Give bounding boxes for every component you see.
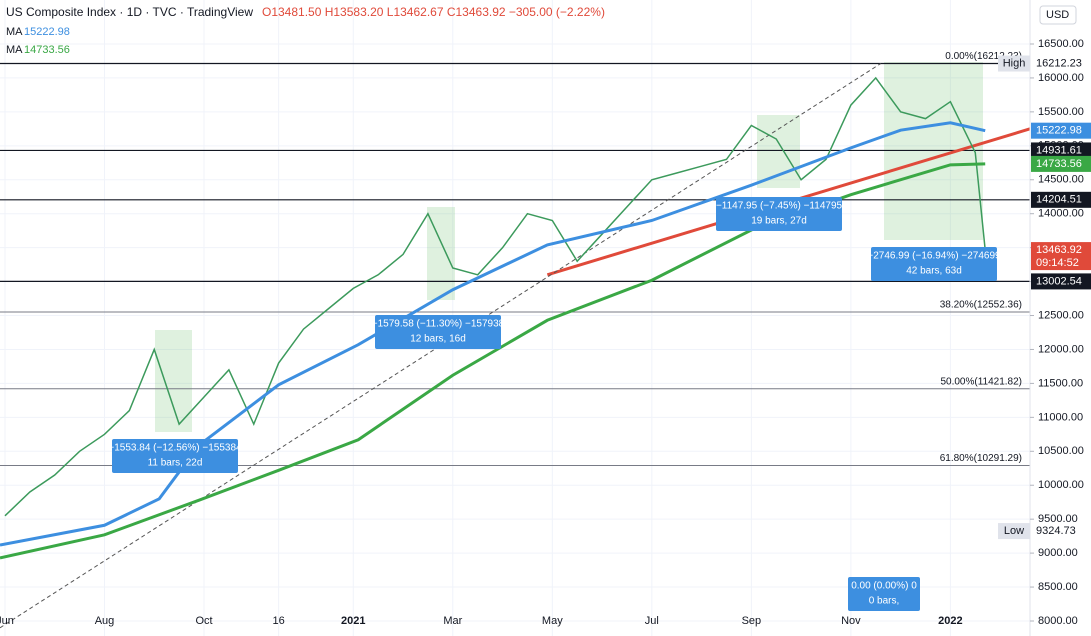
y-tick-label: 16000.00 bbox=[1038, 72, 1084, 84]
y-tick-label: 15500.00 bbox=[1038, 106, 1084, 118]
measure-text: 0.00 (0.00%) 0 bbox=[851, 581, 917, 592]
price-label-box bbox=[1031, 122, 1091, 139]
ma-value: 14733.56 bbox=[24, 44, 70, 56]
price-label: 9324.73 bbox=[1036, 525, 1076, 537]
y-tick-label: 9500.00 bbox=[1038, 513, 1078, 525]
series-line bbox=[0, 121, 986, 547]
measure-sub: 12 bars, 16d bbox=[410, 334, 466, 345]
tag-text: High bbox=[1003, 57, 1026, 69]
measure-box bbox=[716, 197, 842, 231]
price-label-box bbox=[1031, 242, 1091, 271]
measure-text: −1553.84 (−12.56%) −155384 bbox=[108, 443, 242, 454]
y-tick-label: 16500.00 bbox=[1038, 38, 1084, 50]
price-label-box bbox=[1031, 191, 1091, 208]
price-label: 14733.56 bbox=[1036, 158, 1082, 170]
measure-sub: 0 bars, bbox=[869, 596, 900, 607]
price-label-box bbox=[1031, 142, 1091, 159]
price-label-box bbox=[1031, 523, 1091, 540]
x-tick-label: 16 bbox=[273, 615, 285, 627]
x-tick-label: Mar bbox=[443, 615, 462, 627]
y-tick-label: 11500.00 bbox=[1038, 377, 1083, 389]
price-label: 15222.98 bbox=[1036, 125, 1082, 137]
y-tick-label: 8500.00 bbox=[1038, 581, 1078, 593]
fib-label: 38.20%(12552.36) bbox=[940, 300, 1022, 311]
symbol-title: US Composite Index · 1D · TVC · TradingV… bbox=[6, 5, 253, 19]
currency-button[interactable] bbox=[1039, 5, 1077, 25]
ohlc: O13481.50 H13583.20 L13462.67 C13463.92 … bbox=[262, 5, 605, 19]
ma-label: MA bbox=[6, 44, 23, 56]
measure-text: −1579.58 (−11.30%) −157938 bbox=[372, 319, 505, 330]
measure-text: −1147.95 (−7.45%) −114795 bbox=[716, 201, 843, 212]
tag-box bbox=[998, 55, 1030, 72]
measure-box bbox=[112, 439, 238, 473]
measure-text: −2746.99 (−16.94%) −274699 bbox=[867, 251, 1001, 262]
range-box bbox=[757, 115, 800, 188]
ma-label: MA bbox=[6, 26, 23, 38]
price-scale-labels: 8000.00 8500.00 9000.00 9500.00 10000.00 1050… bbox=[998, 38, 1091, 627]
measure-sub: 11 bars, 22d bbox=[148, 458, 203, 469]
y-tick-label: 8000.00 bbox=[1038, 615, 1078, 627]
price-label: 14931.61 bbox=[1036, 144, 1082, 156]
y-tick-label: 10500.00 bbox=[1038, 445, 1084, 457]
price-label: 13002.54 bbox=[1036, 275, 1082, 287]
x-tick-label: Sep bbox=[742, 615, 762, 627]
x-tick-label: Jul bbox=[645, 615, 659, 627]
price-label-box bbox=[1031, 273, 1091, 290]
measure-sub: 42 bars, 63d bbox=[906, 266, 962, 277]
y-tick-label: 14000.00 bbox=[1038, 208, 1084, 220]
x-tick-label: Oct bbox=[195, 615, 212, 627]
trend-line bbox=[0, 63, 881, 629]
price-label-box bbox=[1031, 155, 1091, 172]
plot-area: 0.00%(16212.23) 38.20%(12552.36) 50.00%(11… bbox=[0, 0, 1031, 636]
y-tick-label: 11000.00 bbox=[1038, 411, 1083, 423]
fib-label: 61.80%(10291.29) bbox=[940, 453, 1022, 464]
range-box bbox=[155, 330, 192, 432]
x-tick-label: 2022 bbox=[938, 615, 962, 627]
x-tick-label: Jun bbox=[0, 615, 14, 627]
price-label: 13463.92 bbox=[1036, 244, 1082, 256]
y-tick-label: 14500.00 bbox=[1038, 174, 1084, 186]
fib-label: 50.00%(11421.82) bbox=[940, 376, 1022, 387]
tag-text: Low bbox=[1004, 525, 1024, 537]
measure-sub: 19 bars, 27d bbox=[751, 216, 807, 227]
x-tick-label: 2021 bbox=[341, 615, 365, 627]
price-label-box bbox=[1031, 55, 1091, 72]
measure-box bbox=[871, 247, 997, 281]
y-tick-label: 9000.00 bbox=[1038, 547, 1078, 559]
x-tick-label: Aug bbox=[95, 615, 115, 627]
x-tick-label: Nov bbox=[841, 615, 861, 627]
ma-value: 15222.98 bbox=[24, 26, 70, 38]
measure-box bbox=[848, 577, 920, 611]
series-line bbox=[4, 76, 986, 517]
currency[interactable]: USD bbox=[1046, 9, 1069, 21]
tag-box bbox=[998, 523, 1030, 540]
y-tick-label: 12000.00 bbox=[1038, 343, 1084, 355]
y-tick-label: 12500.00 bbox=[1038, 309, 1084, 321]
price-label: 16212.23 bbox=[1036, 57, 1082, 69]
y-tick-label: 10000.00 bbox=[1038, 479, 1084, 491]
x-tick-label: May bbox=[542, 615, 563, 627]
fib-label: 0.00%(16212.23) bbox=[945, 51, 1022, 62]
measure-box bbox=[375, 315, 501, 349]
countdown: 09:14:52 bbox=[1036, 257, 1079, 269]
price-label: 14204.51 bbox=[1036, 194, 1082, 206]
